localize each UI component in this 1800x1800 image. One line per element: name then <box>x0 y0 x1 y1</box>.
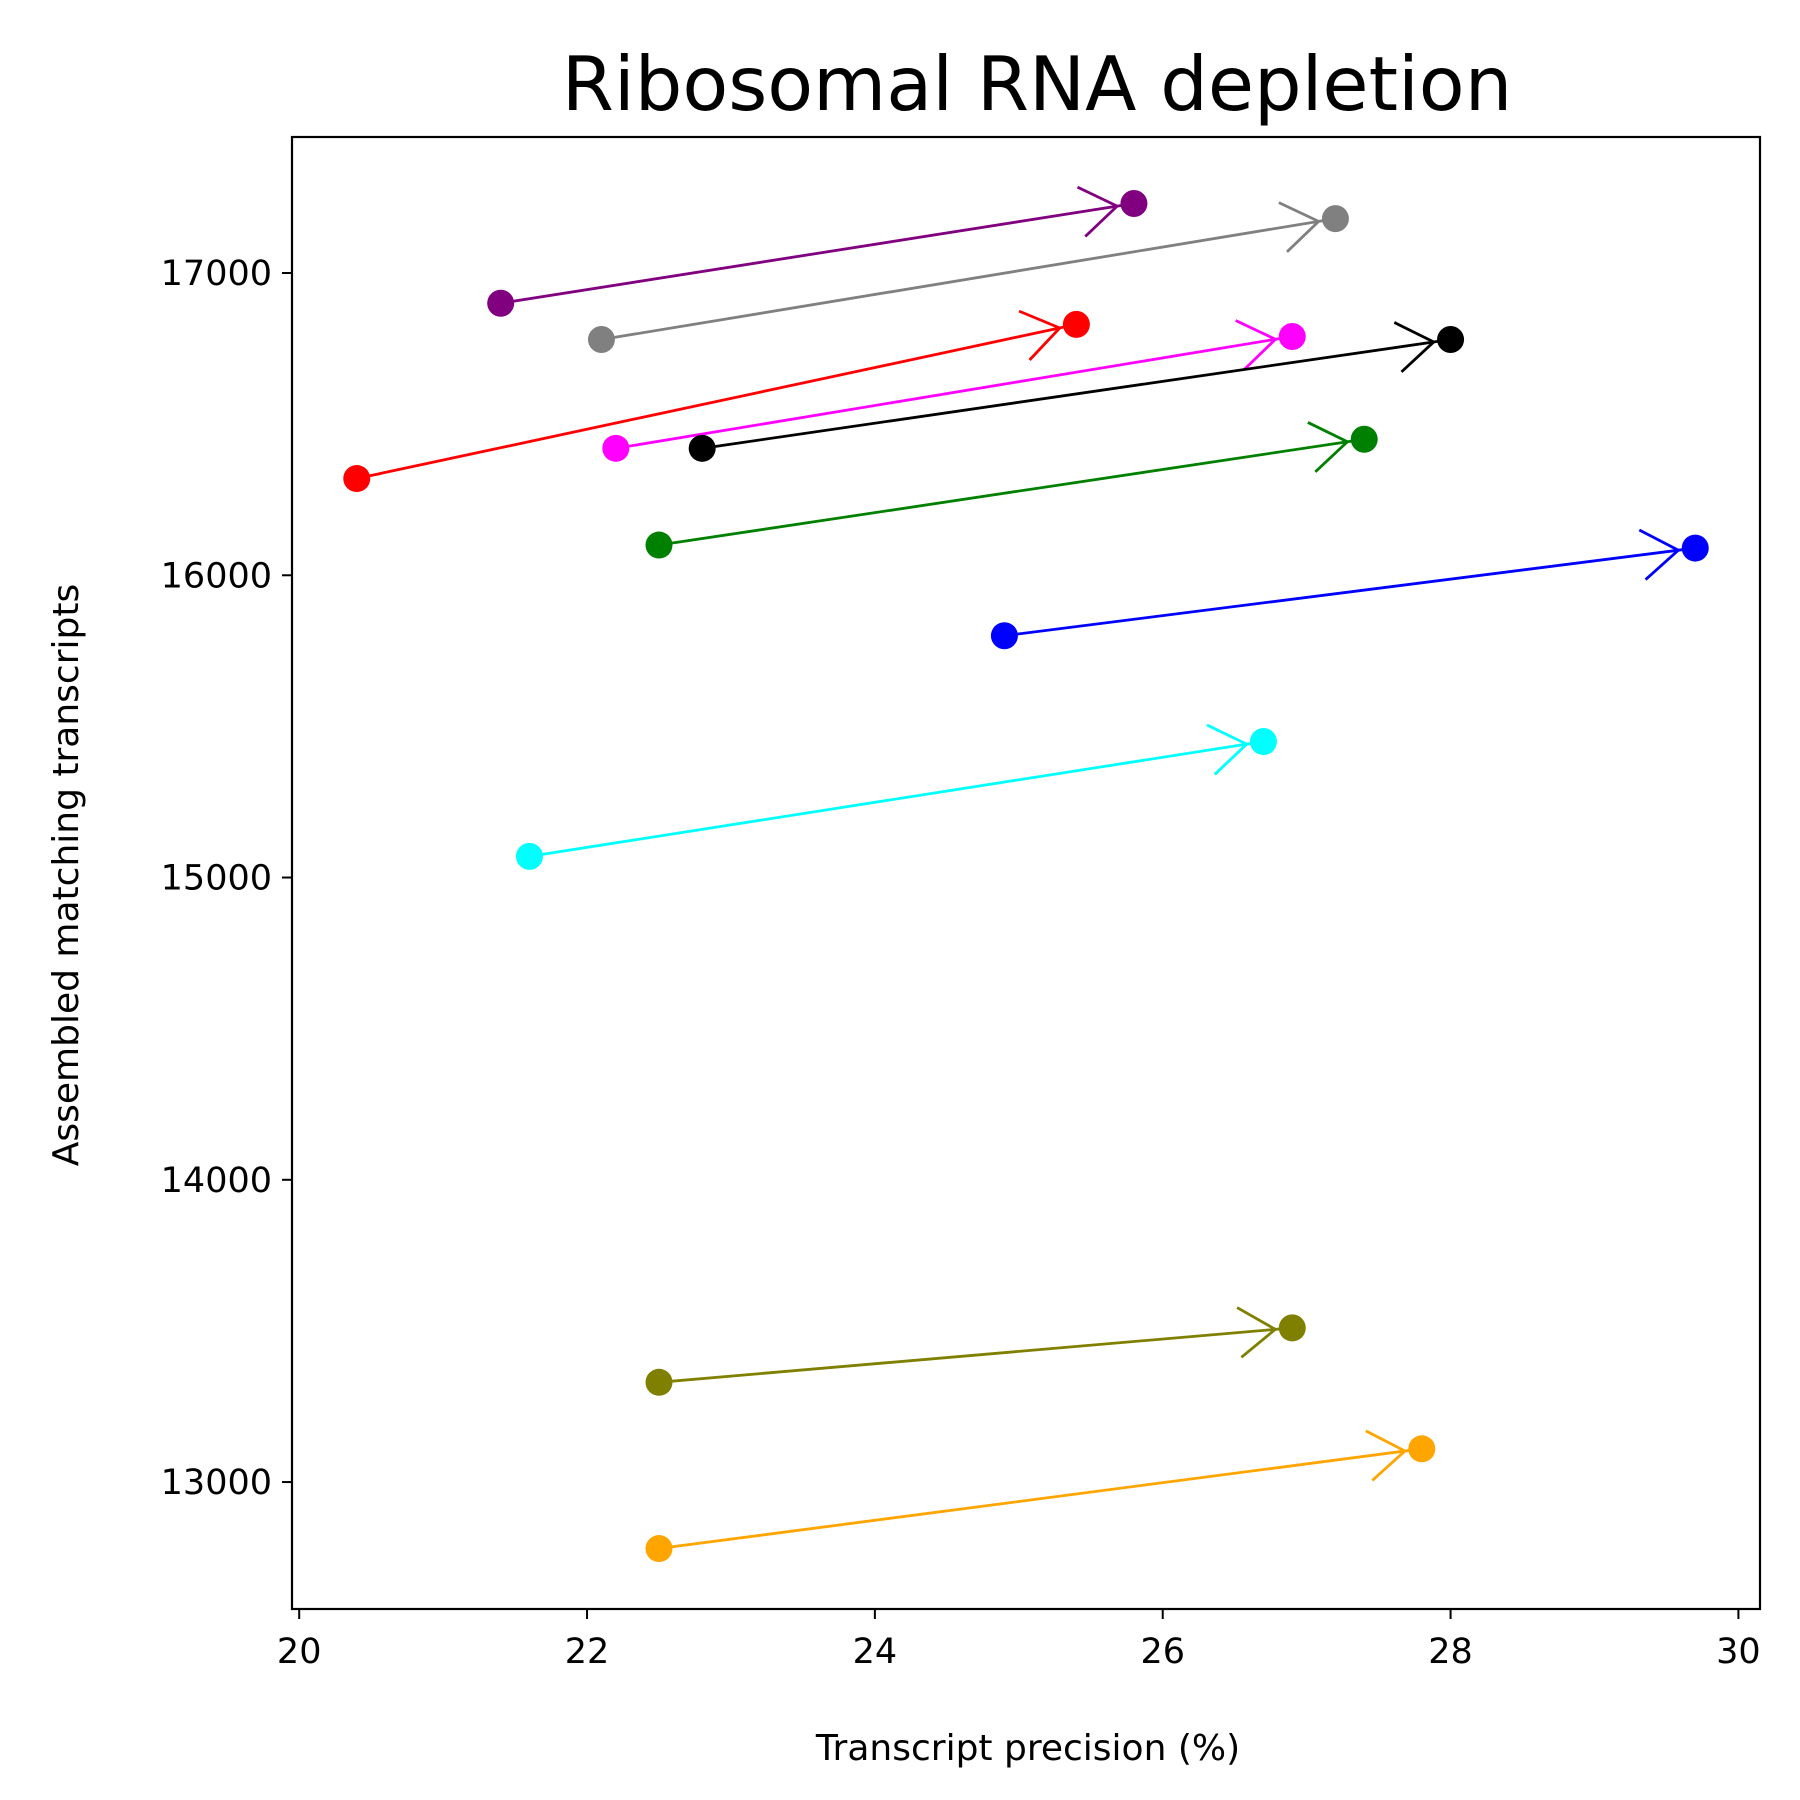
y-tick-label-17000: 17000 <box>161 254 272 294</box>
end-point-10 <box>1408 1435 1436 1463</box>
start-point-9 <box>645 1368 673 1396</box>
arrow-head-1 <box>1076 185 1120 238</box>
x-tick-label-28: 28 <box>1428 1632 1473 1672</box>
y-axis-label: Assembled matching transcripts <box>46 584 87 1167</box>
chart-title: Ribosomal RNA depletion <box>562 40 1512 128</box>
start-point-1 <box>487 289 515 317</box>
start-point-3 <box>343 465 371 493</box>
x-tick-label-20: 20 <box>277 1632 322 1672</box>
y-tick-label-16000: 16000 <box>161 556 272 596</box>
axis-ticks: 20 22 24 26 28 30 13000 14000 15000 16000 17000 <box>161 254 1761 1672</box>
y-tick-label-15000: 15000 <box>161 859 272 899</box>
arrow-head-8 <box>1206 723 1250 776</box>
start-point-5 <box>688 434 716 462</box>
arrow-head-10 <box>1365 1429 1408 1482</box>
end-point-4 <box>1278 322 1306 350</box>
arrow-line-5 <box>701 338 1451 450</box>
arrow-line-6 <box>658 437 1365 547</box>
arrow-head-7 <box>1638 528 1681 581</box>
arrow-head-3 <box>1018 309 1063 361</box>
arrow-line-9 <box>658 1326 1293 1384</box>
start-point-8 <box>515 842 543 870</box>
x-tick-label-30: 30 <box>1716 1632 1761 1672</box>
arrow-line-8 <box>529 740 1264 858</box>
arrow-line-1 <box>500 202 1135 305</box>
y-tick-label-13000: 13000 <box>161 1463 272 1503</box>
arrow-line-7 <box>1004 546 1696 638</box>
arrow-line-2 <box>601 217 1336 341</box>
end-point-5 <box>1437 326 1465 354</box>
arrow-head-4 <box>1235 319 1278 371</box>
y-tick-label-14000: 14000 <box>161 1161 272 1201</box>
end-point-8 <box>1249 728 1277 756</box>
start-point-6 <box>645 531 673 559</box>
end-point-7 <box>1681 534 1709 562</box>
arrow-head-9 <box>1236 1306 1278 1359</box>
arrow-head-5 <box>1393 321 1437 373</box>
x-tick-label-22: 22 <box>565 1632 610 1672</box>
start-point-10 <box>645 1535 673 1563</box>
arrow-line-4 <box>615 335 1293 450</box>
end-point-9 <box>1278 1314 1306 1342</box>
x-tick-label-26: 26 <box>1140 1632 1185 1672</box>
arrow-head-6 <box>1307 421 1350 473</box>
chart-marks <box>343 185 1709 1563</box>
arrow-line-10 <box>658 1447 1422 1550</box>
x-tick-label-24: 24 <box>853 1632 898 1672</box>
plot-frame <box>290 135 1762 1611</box>
end-point-6 <box>1350 425 1378 453</box>
end-point-3 <box>1062 310 1090 338</box>
arrow-head-2 <box>1278 201 1322 253</box>
end-point-1 <box>1120 189 1148 217</box>
start-point-7 <box>990 622 1018 650</box>
start-point-2 <box>587 326 615 354</box>
end-point-2 <box>1321 205 1349 233</box>
arrow-line-3 <box>356 323 1077 480</box>
x-axis-label: Transcript precision (%) <box>815 1728 1240 1769</box>
start-point-4 <box>602 434 630 462</box>
